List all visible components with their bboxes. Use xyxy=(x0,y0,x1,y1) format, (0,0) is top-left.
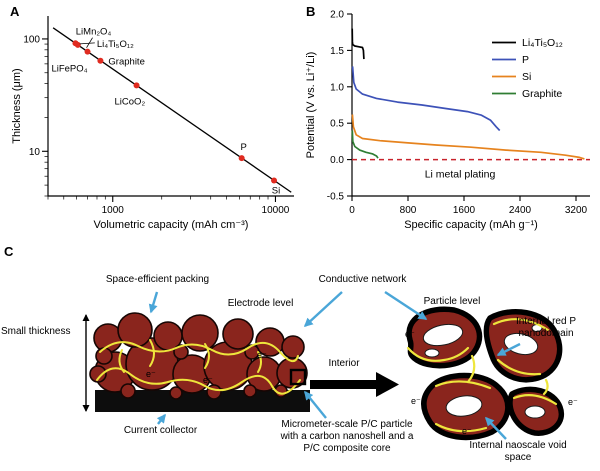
trend-line xyxy=(52,27,292,193)
point-label: Li₄Ti₅O₁₂ xyxy=(97,39,134,50)
svg-text:2.0: 2.0 xyxy=(330,10,344,21)
svg-text:1.5: 1.5 xyxy=(330,46,344,57)
x-axis-title: Specific capacity (mAh g⁻¹) xyxy=(404,219,538,231)
label-void-space: Internal naoscale void space xyxy=(469,440,567,463)
svg-text:3200: 3200 xyxy=(565,205,588,216)
svg-text:1000: 1000 xyxy=(102,205,125,216)
arrow-micro-particle xyxy=(304,390,327,419)
conductive-network-left xyxy=(96,339,301,395)
label-interior: Interior xyxy=(328,358,360,369)
panel-b-label: B xyxy=(306,4,316,19)
svg-text:10: 10 xyxy=(29,147,41,158)
point-label: P xyxy=(241,142,247,153)
li-plating-label: Li metal plating xyxy=(425,169,496,181)
label-particle-level: Particle level xyxy=(423,296,481,307)
conductive-network-right xyxy=(406,318,558,433)
series-Si xyxy=(351,114,585,160)
arrow-conductive-network-right xyxy=(384,290,428,321)
svg-text:-0.5: -0.5 xyxy=(327,192,345,203)
point-label: LiCoO₂ xyxy=(115,96,146,107)
electron-label: e⁻ xyxy=(411,396,421,406)
point-P xyxy=(238,155,245,162)
point-LiCoO₂ xyxy=(133,82,140,89)
label-space-efficient-packing: Space-efficient packing xyxy=(105,274,210,285)
electron-labels-left: e⁻ e⁻ e⁻ xyxy=(146,350,267,385)
x-axis-ticks: 0 800 1600 2400 3200 xyxy=(349,196,588,216)
current-collector-bar xyxy=(95,390,310,412)
panel-c-label: C xyxy=(4,244,14,259)
label-micro-particle: Micrometer-scale P/C particle with a car… xyxy=(280,419,414,454)
point-LiMn₂O₄ xyxy=(84,48,91,55)
y-axis-ticks: 10 100 xyxy=(23,34,48,197)
series-P xyxy=(351,66,501,132)
arrow-space-efficient-packing xyxy=(148,291,159,314)
svg-text:0: 0 xyxy=(349,205,355,216)
label-current-collector: Current collector xyxy=(123,425,198,436)
electron-label: e⁻ xyxy=(146,369,156,379)
void-space xyxy=(424,348,440,358)
chart-thickness-vs-volumetric-capacity: 1000 10000 10 100 Volumetric capacity (mAh c… xyxy=(11,16,294,231)
electron-label: e⁻ xyxy=(405,329,415,339)
y-axis-title: Thickness (μm) xyxy=(11,68,23,143)
void-space xyxy=(503,332,539,356)
electron-label: e⁻ xyxy=(203,375,213,385)
svg-text:100: 100 xyxy=(23,34,40,45)
label-small-thickness: Small thickness xyxy=(1,326,71,337)
point-LiFePO₄ xyxy=(72,40,79,47)
arrow-red-p-nanodomain xyxy=(496,342,521,357)
svg-text:1600: 1600 xyxy=(453,205,476,216)
legend: Li₄Ti₅O₁₂ P Si Graphite xyxy=(492,37,563,100)
electron-label: e⁻ xyxy=(568,397,578,407)
legend-label: P xyxy=(522,54,529,66)
electrode-particles xyxy=(89,312,308,400)
series-Li₄Ti₅O₁₂ xyxy=(351,28,365,60)
label-red-p-nanodomain: Internal red P nanodomain xyxy=(515,316,577,339)
point-label: LiMn₂O₄ xyxy=(76,27,112,38)
legend-label: Si xyxy=(522,71,531,83)
magnified-region-box xyxy=(289,368,307,386)
arrow-void-space xyxy=(484,416,507,440)
y-axis-ticks: -0.5 0.0 0.5 1.0 1.5 2.0 xyxy=(327,10,352,203)
svg-text:0.0: 0.0 xyxy=(330,155,344,166)
chart-potential-vs-specific-capacity: 0 800 1600 2400 3200 -0.5 0.0 0.5 1.0 1.5 2.0 Speci… xyxy=(305,10,590,231)
panel-c: e⁻ e⁻ e⁻ xyxy=(0,240,600,471)
point-label: Graphite xyxy=(108,57,144,68)
point-Si xyxy=(271,177,278,184)
arrow-conductive-network-left xyxy=(303,291,343,328)
point-label: LiFePO₄ xyxy=(51,63,87,74)
y-axis-title: Potential (V vs. Li⁺/Li) xyxy=(305,52,317,159)
legend-label: Li₄Ti₅O₁₂ xyxy=(522,37,563,49)
x-axis-title: Volumetric capacity (mAh cm⁻³) xyxy=(94,219,249,231)
point-label: Si xyxy=(272,185,280,196)
svg-text:0.5: 0.5 xyxy=(330,119,344,130)
arrow-current-collector xyxy=(156,413,166,425)
void-space xyxy=(524,405,546,419)
panel-a-label: A xyxy=(10,4,20,19)
svg-text:10000: 10000 xyxy=(262,205,290,216)
label-electrode-level: Electrode level xyxy=(227,298,294,309)
point-Graphite xyxy=(97,57,104,64)
electron-label: e⁻ xyxy=(257,350,267,360)
legend-label: Graphite xyxy=(522,88,562,100)
svg-text:2400: 2400 xyxy=(509,205,532,216)
series-Graphite xyxy=(351,130,379,159)
interior-arrow xyxy=(310,372,399,397)
void-space xyxy=(422,323,464,347)
svg-text:1.0: 1.0 xyxy=(330,82,344,93)
x-axis-ticks: 1000 10000 xyxy=(47,196,290,216)
void-space xyxy=(445,395,483,417)
electron-label: e⁻ xyxy=(462,426,472,436)
label-conductive-network: Conductive network xyxy=(318,274,407,285)
svg-text:800: 800 xyxy=(400,205,417,216)
electrode-schematic: e⁻ e⁻ e⁻ xyxy=(82,290,578,441)
